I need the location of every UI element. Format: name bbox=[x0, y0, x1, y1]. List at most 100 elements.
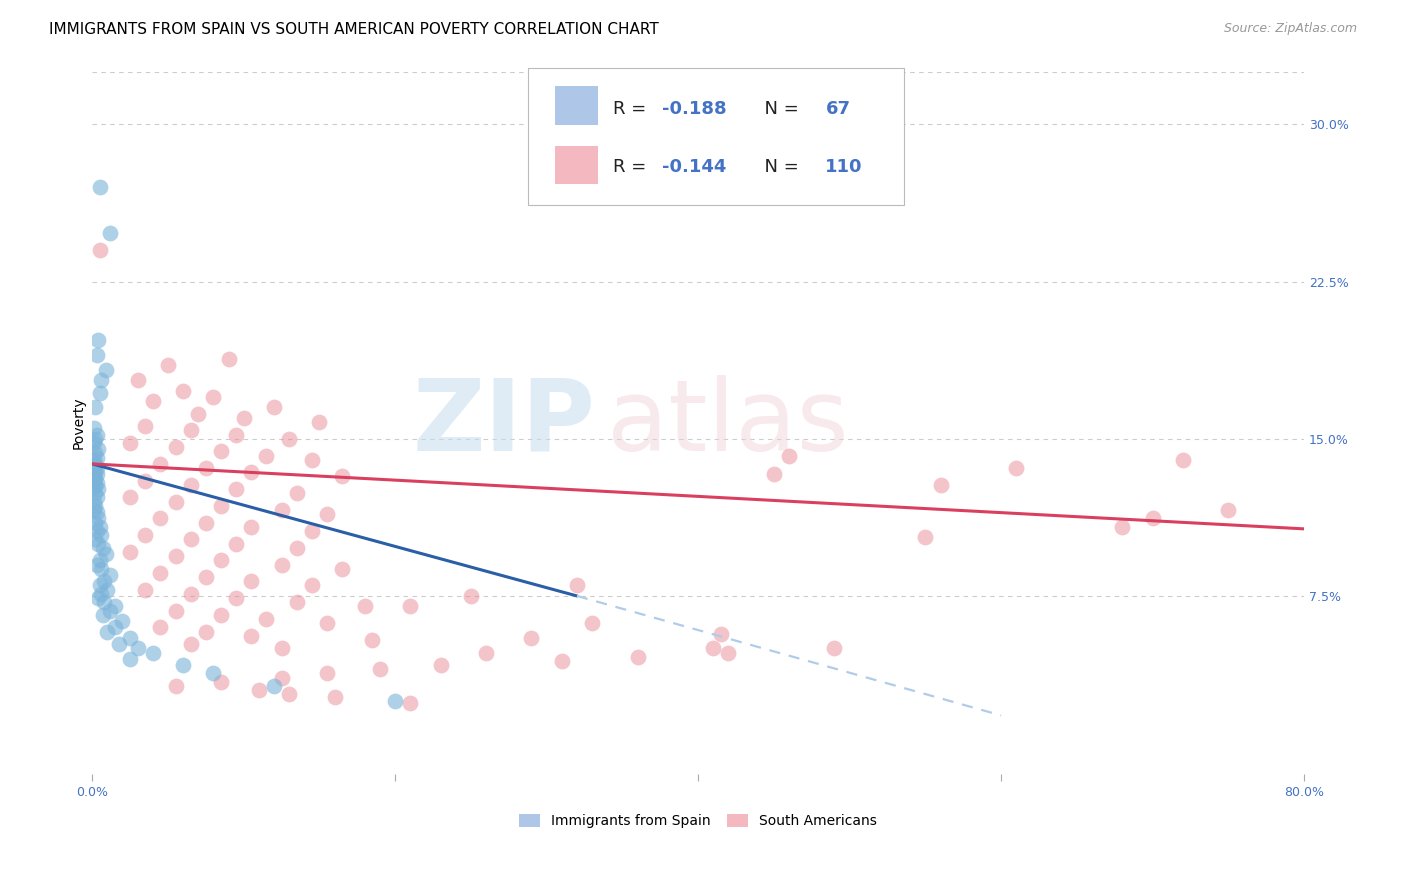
Point bbox=[202, 666, 225, 681]
Point bbox=[86, 348, 108, 362]
Point bbox=[270, 671, 292, 685]
Point bbox=[134, 419, 156, 434]
Point bbox=[270, 558, 292, 572]
Point bbox=[929, 478, 952, 492]
Point bbox=[165, 440, 187, 454]
Point bbox=[460, 589, 482, 603]
Bar bbox=[555, 86, 598, 125]
Point bbox=[225, 482, 247, 496]
Point bbox=[83, 458, 105, 473]
Point bbox=[172, 384, 194, 398]
Y-axis label: Poverty: Poverty bbox=[72, 397, 86, 450]
Point bbox=[180, 637, 202, 651]
Point bbox=[702, 641, 724, 656]
Point bbox=[384, 694, 406, 708]
Point bbox=[84, 446, 107, 460]
Point bbox=[254, 449, 277, 463]
Point bbox=[84, 533, 107, 547]
Point bbox=[84, 457, 107, 471]
Point bbox=[83, 469, 105, 483]
Point bbox=[90, 528, 112, 542]
Point bbox=[87, 482, 110, 496]
Point bbox=[225, 536, 247, 550]
Point bbox=[86, 558, 108, 572]
Point bbox=[108, 637, 131, 651]
Point bbox=[1111, 520, 1133, 534]
Point bbox=[520, 631, 543, 645]
Point bbox=[240, 520, 263, 534]
Point bbox=[165, 494, 187, 508]
Point bbox=[202, 390, 225, 404]
Point bbox=[1171, 452, 1194, 467]
Point bbox=[83, 463, 105, 477]
Text: IMMIGRANTS FROM SPAIN VS SOUTH AMERICAN POVERTY CORRELATION CHART: IMMIGRANTS FROM SPAIN VS SOUTH AMERICAN … bbox=[49, 22, 659, 37]
Text: N =: N = bbox=[752, 158, 804, 176]
Point bbox=[172, 658, 194, 673]
Point bbox=[86, 467, 108, 482]
Point bbox=[225, 427, 247, 442]
Point bbox=[93, 574, 115, 589]
Point bbox=[84, 472, 107, 486]
Point bbox=[104, 599, 127, 614]
Point bbox=[180, 423, 202, 437]
Point bbox=[778, 449, 800, 463]
Point bbox=[127, 373, 149, 387]
Point bbox=[120, 631, 142, 645]
Point bbox=[225, 591, 247, 605]
Point bbox=[94, 547, 117, 561]
Point bbox=[240, 574, 263, 589]
Point bbox=[270, 641, 292, 656]
Point bbox=[270, 503, 292, 517]
Point bbox=[209, 674, 232, 689]
Legend: Immigrants from Spain, South Americans: Immigrants from Spain, South Americans bbox=[513, 808, 883, 834]
Point bbox=[247, 683, 270, 698]
Point bbox=[717, 646, 740, 660]
Text: N =: N = bbox=[752, 100, 804, 118]
Text: 67: 67 bbox=[825, 100, 851, 118]
Point bbox=[149, 511, 172, 525]
Point bbox=[89, 180, 111, 194]
Point bbox=[354, 599, 377, 614]
Point bbox=[89, 520, 111, 534]
Point bbox=[285, 541, 308, 555]
Point bbox=[581, 616, 603, 631]
Text: -0.188: -0.188 bbox=[662, 100, 727, 118]
Point bbox=[209, 499, 232, 513]
Point bbox=[1218, 503, 1240, 517]
Point bbox=[84, 432, 107, 446]
Point bbox=[134, 582, 156, 597]
Point bbox=[89, 243, 111, 257]
Point bbox=[285, 486, 308, 500]
Point bbox=[209, 607, 232, 622]
Point bbox=[301, 524, 323, 538]
Point bbox=[330, 562, 353, 576]
Point bbox=[149, 566, 172, 580]
Point bbox=[263, 401, 285, 415]
Point bbox=[209, 444, 232, 458]
Point bbox=[254, 612, 277, 626]
Point bbox=[156, 359, 179, 373]
Point bbox=[87, 591, 110, 605]
Point bbox=[120, 491, 142, 505]
Point bbox=[104, 620, 127, 634]
Point bbox=[710, 626, 733, 640]
Point bbox=[86, 427, 108, 442]
Text: 110: 110 bbox=[825, 158, 863, 176]
Point bbox=[134, 528, 156, 542]
Point bbox=[323, 690, 346, 704]
Point bbox=[93, 595, 115, 609]
Point bbox=[86, 491, 108, 505]
Point bbox=[361, 632, 384, 647]
Point bbox=[914, 530, 936, 544]
Bar bbox=[555, 145, 598, 185]
Point bbox=[194, 570, 217, 584]
Point bbox=[626, 649, 648, 664]
Point bbox=[278, 432, 301, 446]
Point bbox=[84, 401, 107, 415]
Point bbox=[90, 587, 112, 601]
Point bbox=[86, 524, 108, 538]
Point bbox=[87, 536, 110, 550]
Text: R =: R = bbox=[613, 158, 652, 176]
Point bbox=[1005, 461, 1028, 475]
Point bbox=[278, 688, 301, 702]
